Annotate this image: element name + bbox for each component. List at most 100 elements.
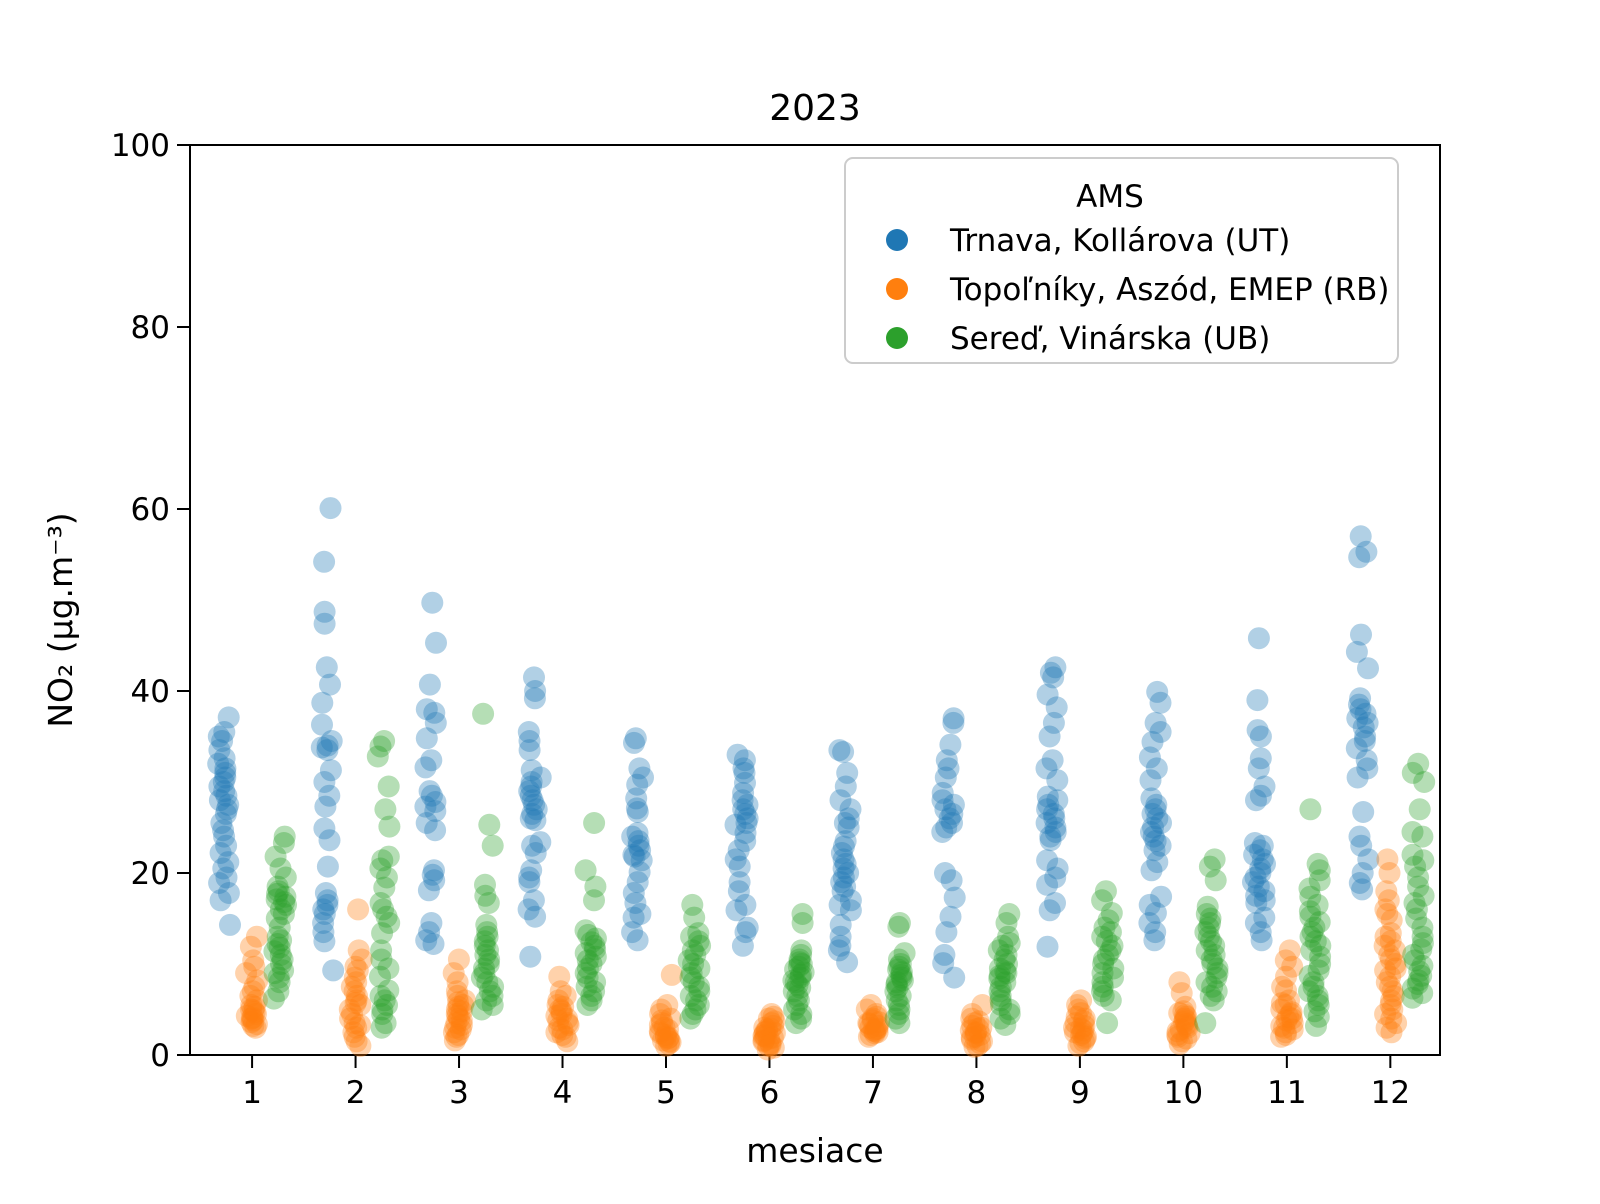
data-point <box>829 925 852 948</box>
data-point <box>1168 1002 1191 1025</box>
data-point <box>1095 930 1118 953</box>
data-point <box>887 994 910 1016</box>
data-point <box>1200 930 1222 953</box>
data-point <box>1254 852 1276 875</box>
data-point <box>965 1021 987 1044</box>
data-point <box>736 807 759 830</box>
data-point <box>754 1025 777 1048</box>
data-point <box>523 687 546 710</box>
data-point <box>792 961 815 984</box>
data-point <box>1092 984 1115 1007</box>
data-point <box>316 889 339 912</box>
data-point <box>1352 801 1375 823</box>
data-point <box>1411 916 1434 939</box>
data-point <box>658 1030 681 1053</box>
data-point <box>785 1012 807 1035</box>
data-point <box>790 1007 813 1030</box>
data-point <box>1145 793 1168 816</box>
data-point <box>868 1011 890 1034</box>
data-point <box>1278 989 1300 1012</box>
data-point <box>263 940 286 963</box>
data-point <box>1046 769 1069 792</box>
data-point <box>1245 884 1268 907</box>
data-point <box>1376 903 1399 925</box>
legend-marker-trnava-icon <box>886 229 908 251</box>
data-point <box>1402 943 1425 966</box>
data-point <box>1281 955 1304 978</box>
data-point <box>1251 848 1274 871</box>
data-point <box>1350 623 1372 646</box>
data-point <box>420 784 443 807</box>
data-point <box>1275 979 1297 1002</box>
data-point <box>630 849 653 872</box>
data-point <box>1200 948 1223 971</box>
data-point <box>1206 957 1229 980</box>
data-point <box>859 1024 882 1046</box>
data-point <box>1281 1012 1304 1035</box>
data-point <box>1039 825 1062 848</box>
data-point <box>893 942 916 965</box>
data-point <box>993 948 1016 971</box>
data-point <box>734 921 757 944</box>
data-point <box>931 781 954 804</box>
data-point <box>415 812 438 834</box>
data-point <box>575 975 598 998</box>
data-point <box>788 951 811 974</box>
data-point <box>414 756 437 779</box>
data-point <box>265 888 288 911</box>
data-point <box>378 912 401 934</box>
data-point <box>576 994 599 1016</box>
data-point <box>754 1021 777 1044</box>
data-point <box>1405 898 1428 921</box>
data-point <box>888 955 911 978</box>
data-point <box>784 971 807 994</box>
data-point <box>243 1001 266 1024</box>
data-point <box>628 861 651 884</box>
data-point <box>679 1007 702 1030</box>
data-point <box>831 880 854 903</box>
data-point <box>470 966 493 989</box>
data-point <box>971 1030 993 1053</box>
data-point <box>1309 934 1332 957</box>
data-point <box>1099 921 1122 944</box>
data-point <box>1149 691 1172 714</box>
data-point <box>446 1004 469 1027</box>
data-point <box>685 989 708 1012</box>
data-point <box>855 998 878 1021</box>
data-point <box>1066 994 1089 1016</box>
data-point <box>270 953 293 975</box>
data-point <box>474 943 497 966</box>
data-point <box>342 1021 365 1044</box>
data-point <box>349 1014 372 1036</box>
data-point <box>1305 1014 1327 1037</box>
data-point <box>1413 771 1436 793</box>
data-point <box>418 673 441 696</box>
data-point <box>1381 998 1404 1021</box>
data-point <box>240 1011 263 1034</box>
data-point <box>1345 737 1368 760</box>
data-point <box>732 757 755 780</box>
data-point <box>969 1024 992 1046</box>
data-point <box>1270 1025 1293 1048</box>
data-point <box>447 995 470 1018</box>
data-point <box>372 898 395 921</box>
data-point <box>1410 964 1433 987</box>
data-point <box>961 1003 984 1025</box>
data-point <box>1401 977 1424 1000</box>
data-point <box>550 1003 573 1025</box>
data-point <box>1411 954 1434 977</box>
data-point <box>245 989 268 1012</box>
data-point <box>1249 862 1272 884</box>
data-point <box>1195 903 1218 925</box>
data-point <box>554 1025 577 1048</box>
data-point <box>888 998 911 1021</box>
data-point <box>1244 912 1267 934</box>
data-point <box>1244 866 1267 889</box>
x-tick-label: 12 <box>1371 1075 1410 1111</box>
data-point <box>931 821 954 843</box>
data-point <box>991 934 1014 957</box>
data-point <box>935 749 958 772</box>
data-point <box>970 1016 993 1039</box>
